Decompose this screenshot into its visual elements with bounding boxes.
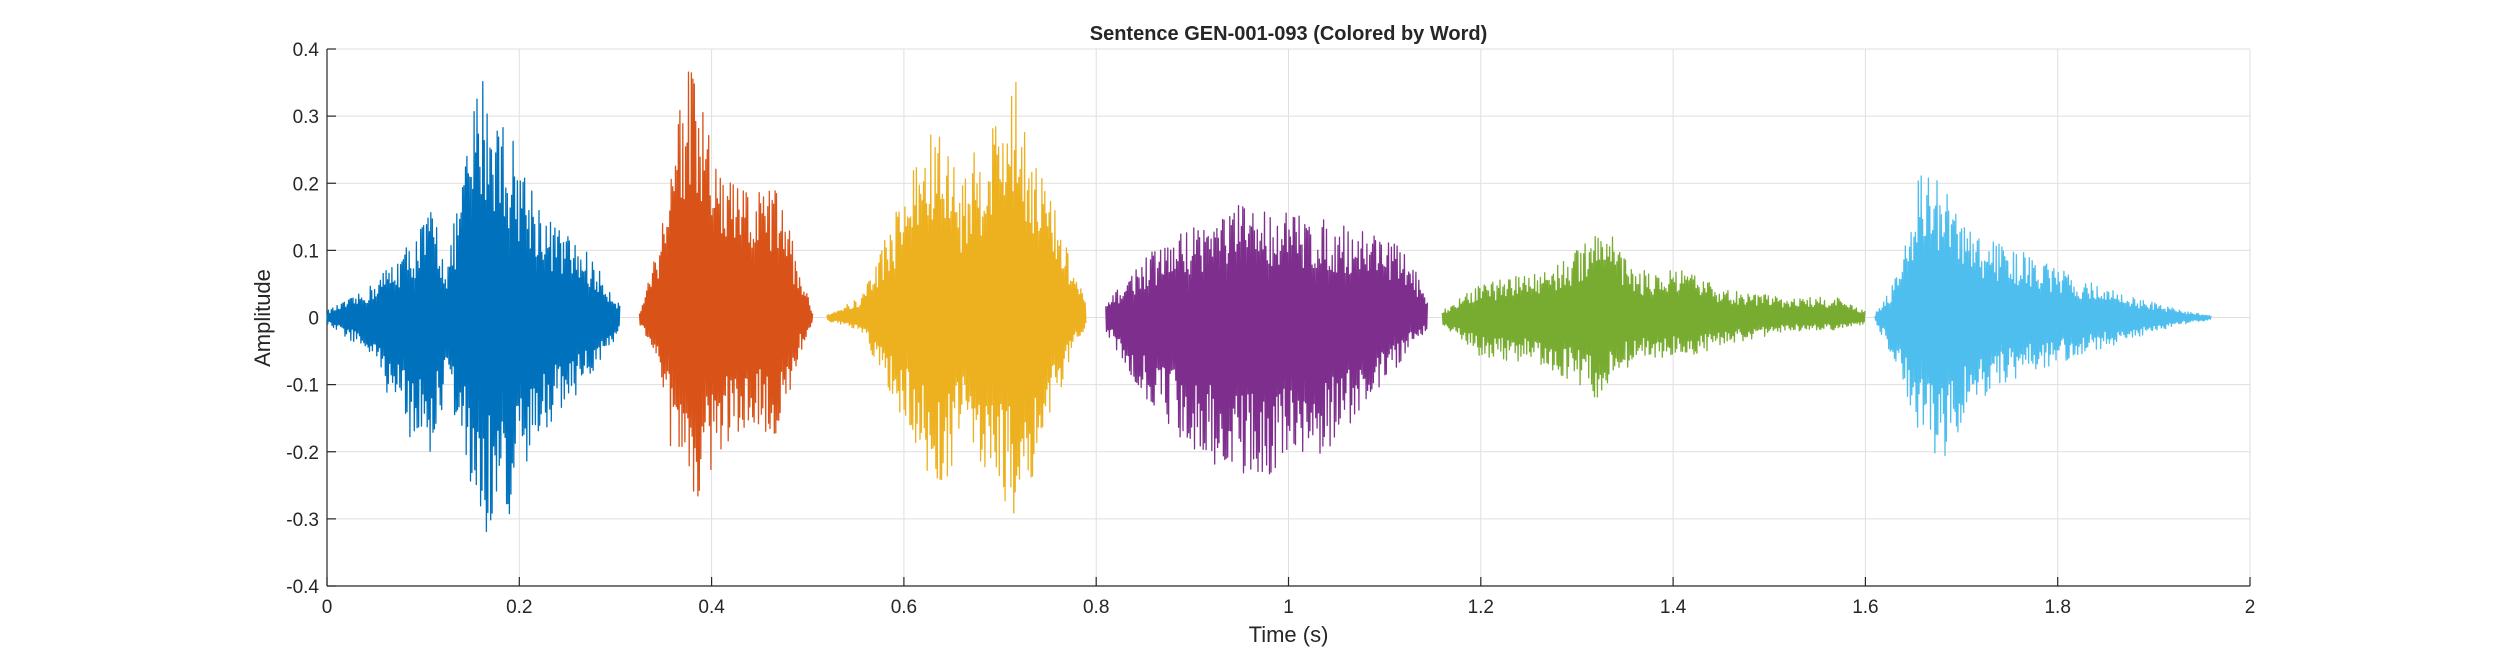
x-tick-label: 1.4 [1660, 597, 1687, 618]
x-tick-label: 1.2 [1468, 597, 1494, 618]
waveform-series-1 [326, 81, 621, 533]
y-tick-label: 0.4 [293, 40, 320, 61]
x-tick-label: 0.6 [891, 597, 917, 618]
y-tick-label: -0.4 [286, 577, 319, 598]
chart-title: Sentence GEN-001-093 (Colored by Word) [1090, 23, 1488, 45]
series-group [326, 71, 2212, 533]
y-tick-label: 0 [308, 309, 319, 330]
x-tick-label: 2 [2245, 597, 2256, 618]
y-tick-label: -0.2 [286, 443, 319, 464]
y-tick-label: -0.3 [286, 510, 319, 531]
x-tick-label: 0.4 [698, 597, 725, 618]
x-tick-label: 1 [1283, 597, 1294, 618]
y-tick-label: 0.2 [293, 174, 319, 195]
waveform-series-3 [826, 81, 1087, 514]
x-tick-label: 1.6 [1852, 597, 1878, 618]
y-axis-label: Amplitude [250, 269, 275, 367]
waveform-series-2 [638, 71, 814, 497]
x-tick-label: 0.8 [1083, 597, 1109, 618]
waveform-series-5 [1441, 235, 1866, 398]
tick-labels: 0 0.2 0.4 0.6 0.8 1 1.2 1.4 1.6 1.8 2 -0.4 -0.3 -0.2 -… [286, 40, 2255, 618]
y-tick-label: 0.3 [293, 107, 319, 128]
x-axis-label: Time (s) [1249, 622, 1329, 647]
y-tick-label: 0.1 [293, 241, 319, 262]
x-tick-label: 0.2 [506, 597, 532, 618]
y-tick-label: -0.1 [286, 376, 319, 397]
waveform-series-6 [1874, 175, 2212, 457]
waveform-series-4 [1105, 205, 1429, 475]
x-tick-label: 0 [322, 597, 333, 618]
x-tick-label: 1.8 [2044, 597, 2070, 618]
